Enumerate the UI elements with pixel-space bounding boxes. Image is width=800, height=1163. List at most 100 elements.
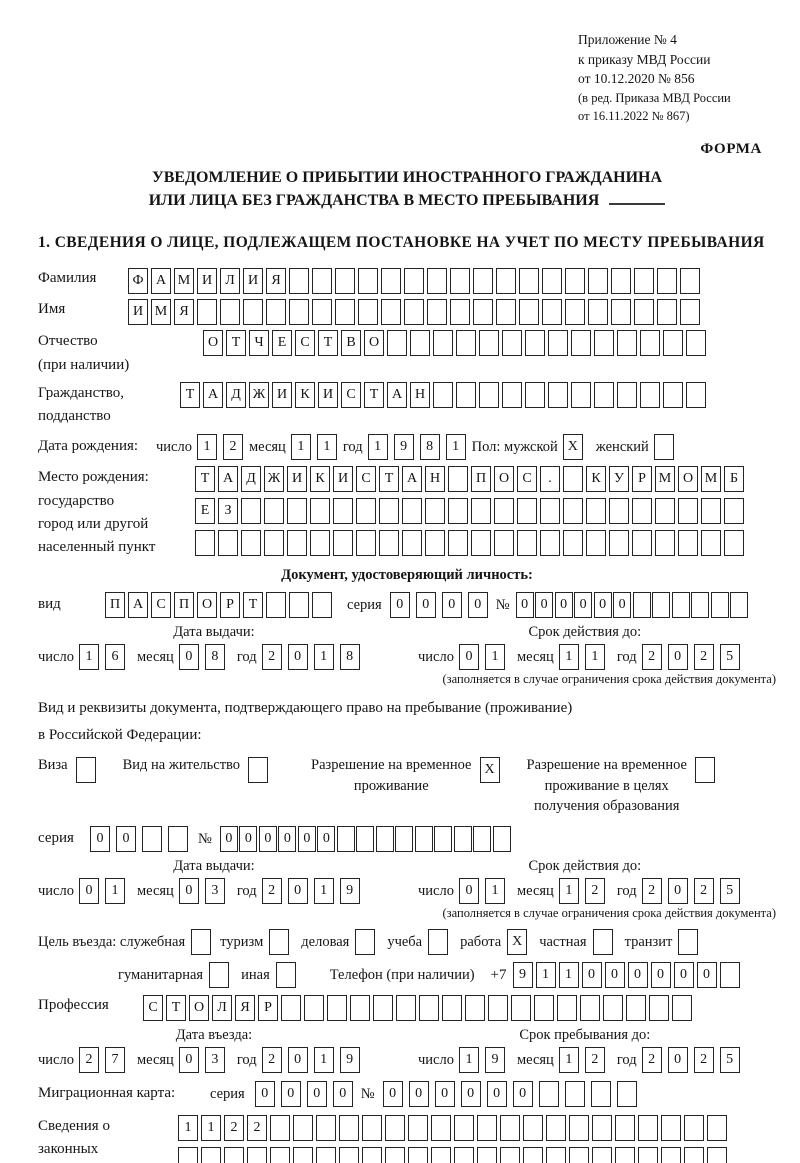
char-cell[interactable]: Р — [258, 995, 278, 1022]
char-cell[interactable]: 7 — [104, 1047, 125, 1074]
char-cell[interactable]: 8 — [339, 644, 360, 671]
char-cell[interactable] — [385, 1147, 405, 1163]
char-cell[interactable]: Я — [174, 299, 194, 326]
char-cell[interactable]: 0 — [258, 826, 277, 853]
char-cell[interactable] — [168, 826, 188, 853]
char-cell[interactable]: 1 — [584, 644, 605, 671]
char-cell[interactable] — [519, 268, 539, 295]
char-cell[interactable] — [557, 995, 577, 1022]
char-cell[interactable]: 0 — [287, 1047, 308, 1074]
char-cell[interactable] — [586, 498, 606, 525]
char-cell[interactable]: 0 — [627, 962, 648, 989]
char-cell[interactable] — [594, 381, 614, 408]
char-cell[interactable]: 2 — [641, 1047, 662, 1074]
char-cell[interactable] — [431, 1115, 451, 1142]
char-cell[interactable]: Д — [241, 466, 261, 493]
char-cell[interactable]: С — [295, 330, 315, 357]
char-cell[interactable] — [492, 826, 511, 853]
char-cell[interactable]: С — [356, 466, 376, 493]
char-cell[interactable]: Р — [632, 466, 652, 493]
char-cell[interactable] — [663, 330, 683, 357]
char-cell[interactable] — [500, 1147, 520, 1163]
char-cell[interactable] — [433, 381, 453, 408]
char-cell[interactable]: 0 — [306, 1081, 327, 1108]
char-cell[interactable] — [569, 1147, 589, 1163]
char-cell[interactable]: О — [189, 995, 209, 1022]
char-cell[interactable] — [680, 268, 700, 295]
char-cell[interactable] — [571, 381, 591, 408]
char-cell[interactable]: Т — [166, 995, 186, 1022]
char-cell[interactable]: 1 — [313, 644, 334, 671]
char-cell[interactable]: З — [218, 498, 238, 525]
char-cell[interactable] — [634, 299, 654, 326]
char-cell[interactable]: 1 — [458, 1047, 479, 1074]
char-cell[interactable] — [450, 299, 470, 326]
char-cell[interactable]: С — [517, 466, 537, 493]
char-cell[interactable] — [336, 826, 355, 853]
char-cell[interactable] — [655, 498, 675, 525]
char-cell[interactable]: П — [105, 592, 125, 619]
char-cell[interactable] — [701, 498, 721, 525]
char-cell[interactable]: 2 — [261, 644, 282, 671]
char-cell[interactable]: С — [151, 592, 171, 619]
char-cell[interactable] — [448, 466, 468, 493]
char-cell[interactable]: О — [203, 330, 223, 357]
char-cell[interactable]: Я — [266, 268, 286, 295]
char-cell[interactable] — [611, 268, 631, 295]
char-cell[interactable]: Т — [318, 330, 338, 357]
char-cell[interactable]: 8 — [419, 434, 440, 461]
char-cell[interactable] — [707, 1115, 727, 1142]
char-cell[interactable] — [387, 330, 407, 357]
char-cell[interactable]: А — [128, 592, 148, 619]
char-cell[interactable]: 5 — [719, 878, 740, 905]
char-cell[interactable]: У — [609, 466, 629, 493]
char-cell[interactable]: 2 — [261, 1047, 282, 1074]
char-cell[interactable] — [540, 498, 560, 525]
char-cell[interactable]: Ф — [128, 268, 148, 295]
char-cell[interactable] — [477, 1115, 497, 1142]
char-cell[interactable]: О — [197, 592, 217, 619]
char-cell[interactable]: 0 — [278, 826, 297, 853]
char-cell[interactable] — [502, 330, 522, 357]
char-cell[interactable] — [657, 299, 677, 326]
char-cell[interactable] — [517, 498, 537, 525]
char-cell[interactable] — [356, 530, 376, 557]
char-cell[interactable]: И — [318, 381, 338, 408]
char-cell[interactable] — [335, 268, 355, 295]
char-cell[interactable] — [678, 530, 698, 557]
char-cell[interactable] — [142, 826, 162, 853]
char-cell[interactable] — [431, 1147, 451, 1163]
char-cell[interactable] — [525, 330, 545, 357]
char-cell[interactable]: 0 — [486, 1081, 507, 1108]
char-cell[interactable] — [640, 381, 660, 408]
char-cell[interactable]: Н — [410, 381, 430, 408]
char-cell[interactable] — [312, 268, 332, 295]
char-cell[interactable] — [661, 1147, 681, 1163]
char-cell[interactable] — [500, 1115, 520, 1142]
char-cell[interactable] — [339, 1147, 359, 1163]
char-cell[interactable]: 0 — [178, 878, 199, 905]
char-cell[interactable] — [356, 498, 376, 525]
char-cell[interactable] — [638, 1147, 658, 1163]
char-cell[interactable]: И — [287, 466, 307, 493]
char-cell[interactable]: 0 — [90, 826, 110, 853]
char-cell[interactable]: Д — [226, 381, 246, 408]
char-cell[interactable] — [719, 962, 740, 989]
char-cell[interactable] — [638, 1115, 658, 1142]
char-cell[interactable]: И — [272, 381, 292, 408]
char-cell[interactable] — [247, 1147, 267, 1163]
char-cell[interactable] — [362, 1115, 382, 1142]
char-cell[interactable]: И — [197, 268, 217, 295]
char-cell[interactable] — [442, 995, 462, 1022]
char-cell[interactable]: 1 — [196, 434, 217, 461]
char-cell[interactable]: 1 — [484, 878, 505, 905]
char-cell[interactable]: 2 — [693, 878, 714, 905]
residence-permit-checkbox[interactable] — [248, 757, 269, 784]
char-cell[interactable]: К — [586, 466, 606, 493]
char-cell[interactable]: 0 — [554, 592, 573, 619]
char-cell[interactable]: 0 — [467, 592, 488, 619]
char-cell[interactable] — [456, 330, 476, 357]
char-cell[interactable]: 2 — [261, 878, 282, 905]
char-cell[interactable] — [615, 1115, 635, 1142]
char-cell[interactable]: 1 — [558, 1047, 579, 1074]
